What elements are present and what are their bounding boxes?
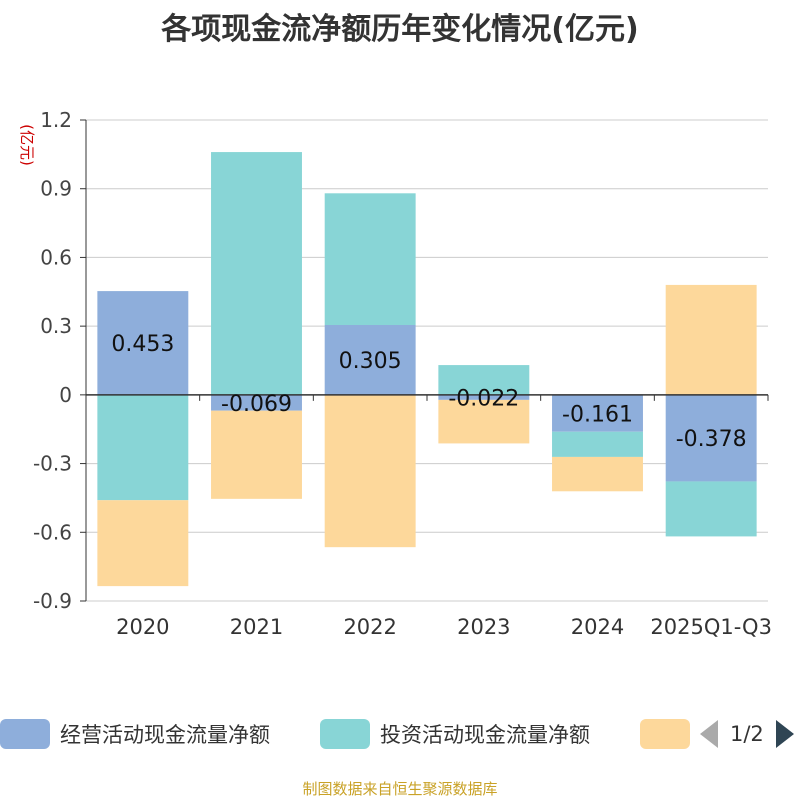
bar-financing-2023[interactable] — [438, 399, 530, 444]
x-tick-label: 2021 — [230, 615, 283, 639]
data-label-2022: 0.305 — [339, 349, 402, 374]
bar-investing-2023[interactable] — [438, 365, 530, 395]
x-tick-label: 2020 — [116, 615, 169, 639]
y-tick-label: -0.9 — [33, 589, 72, 613]
bar-operating-2025Q1-Q3[interactable] — [665, 394, 757, 482]
bar-financing-2022[interactable] — [324, 394, 416, 548]
legend-item-financing[interactable] — [640, 716, 690, 752]
bar-operating-2020[interactable] — [97, 291, 189, 395]
legend-pager: 1/2 — [700, 716, 794, 752]
bar-operating-2023[interactable] — [438, 394, 530, 400]
bar-operating-2021[interactable] — [211, 394, 302, 411]
source-note: 制图数据来自恒生聚源数据库 — [302, 780, 498, 798]
data-label-2024: -0.161 — [562, 402, 633, 427]
y-tick-label: -0.3 — [33, 452, 72, 476]
legend: 经营活动现金流量净额 投资活动现金流量净额 1/2 — [0, 716, 800, 752]
legend-swatch-operating — [0, 719, 50, 749]
bar-financing-2021[interactable] — [211, 410, 302, 499]
bar-operating-2022[interactable] — [324, 324, 416, 395]
legend-label-investing: 投资活动现金流量净额 — [380, 723, 590, 747]
bar-financing-2025Q1-Q3[interactable] — [665, 284, 757, 395]
bar-investing-2025Q1-Q3[interactable] — [665, 481, 757, 537]
x-tick-label: 2022 — [343, 615, 396, 639]
bar-investing-2021[interactable] — [211, 152, 302, 395]
bar-financing-2024[interactable] — [552, 456, 643, 492]
data-label-2023: -0.022 — [448, 386, 519, 411]
legend-item-investing[interactable]: 投资活动现金流量净额 — [320, 716, 590, 752]
bar-investing-2024[interactable] — [552, 431, 643, 457]
bar-financing-2020[interactable] — [97, 500, 189, 587]
legend-label-operating: 经营活动现金流量净额 — [60, 723, 270, 747]
y-axis-unit-label: (亿元) — [18, 124, 36, 166]
legend-swatch-financing — [640, 719, 690, 749]
y-tick-label: -0.6 — [33, 520, 72, 544]
bar-operating-2024[interactable] — [552, 394, 643, 432]
data-label-2020: 0.453 — [111, 332, 174, 357]
data-label-2025Q1-Q3: -0.378 — [676, 427, 747, 452]
x-tick-label: 2025Q1-Q3 — [650, 615, 772, 639]
legend-swatch-investing — [320, 719, 370, 749]
legend-page-indicator: 1/2 — [730, 722, 764, 746]
legend-next-page-icon[interactable] — [775, 720, 794, 748]
x-tick-label: 2023 — [457, 615, 510, 639]
data-label-2021: -0.069 — [221, 392, 292, 417]
y-tick-label: 0.9 — [40, 177, 72, 201]
bar-investing-2022[interactable] — [324, 193, 416, 325]
y-tick-label: 0.6 — [40, 245, 72, 269]
bar-investing-2020[interactable] — [97, 394, 189, 501]
legend-prev-page-icon[interactable] — [700, 720, 718, 748]
chart-title: 各项现金流净额历年变化情况(亿元) — [161, 12, 639, 47]
y-tick-label: 0.3 — [40, 314, 72, 338]
y-tick-label: 0 — [59, 383, 72, 407]
y-tick-label: 1.2 — [40, 108, 72, 132]
x-tick-label: 2024 — [571, 615, 624, 639]
legend-item-operating[interactable]: 经营活动现金流量净额 — [0, 716, 270, 752]
